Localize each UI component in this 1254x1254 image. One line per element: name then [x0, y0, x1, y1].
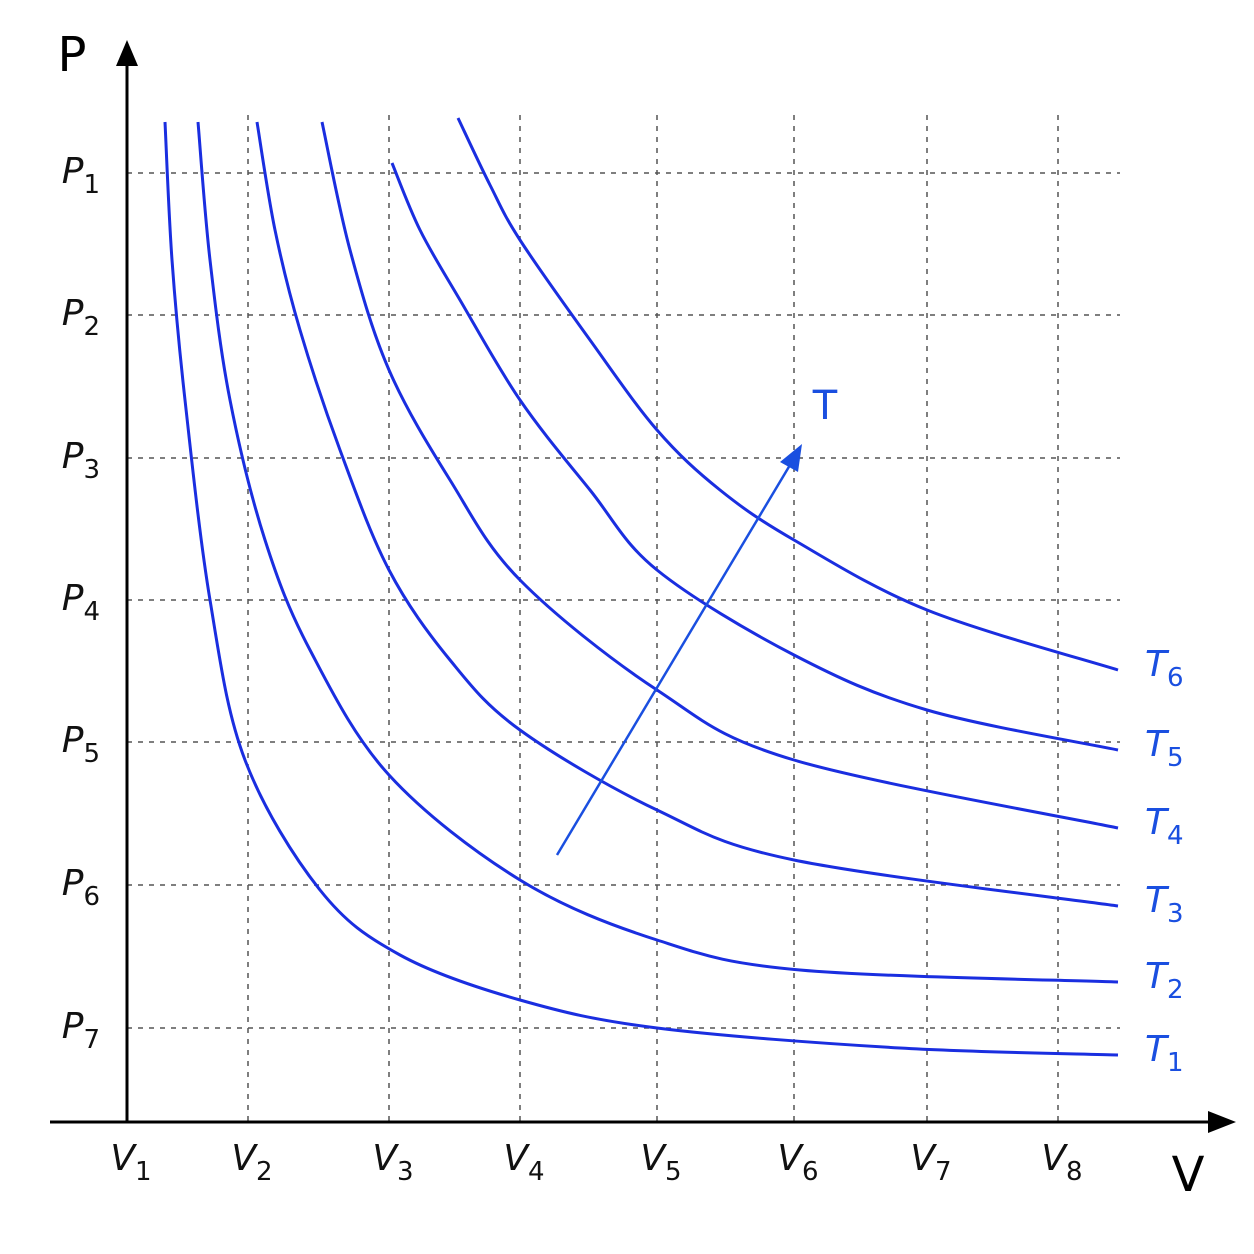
label-base: V	[640, 1138, 667, 1179]
label: V1	[110, 1138, 151, 1187]
label: V7	[910, 1138, 951, 1187]
label-base: P	[62, 436, 84, 477]
label-base: P	[62, 720, 84, 761]
x-axis-arrow	[1208, 1111, 1236, 1133]
label: P3	[62, 436, 100, 485]
label-subscript: 7	[83, 1025, 100, 1055]
label: T3	[1145, 880, 1184, 929]
label: V8	[1041, 1138, 1082, 1187]
label: T5	[1145, 724, 1184, 773]
label: P4	[62, 578, 100, 627]
label: T6	[1145, 644, 1184, 693]
label-subscript: 3	[397, 1157, 414, 1187]
label-base: P	[62, 151, 84, 192]
label: V5	[640, 1138, 681, 1187]
label-subscript: 2	[1167, 975, 1184, 1005]
temperature-arrowhead	[780, 444, 802, 472]
label-base: V	[1041, 1138, 1068, 1179]
label-base: V	[372, 1138, 399, 1179]
label: T1	[1145, 1029, 1184, 1078]
label: P5	[62, 720, 100, 769]
arrow-label: T	[812, 383, 838, 429]
label-subscript: 3	[83, 455, 100, 485]
label: P1	[62, 151, 100, 200]
label: T4	[1145, 802, 1184, 851]
label-base: P	[62, 293, 84, 334]
label-subscript: 6	[802, 1157, 819, 1187]
label-subscript: 5	[83, 739, 100, 769]
label-subscript: 6	[1167, 663, 1184, 693]
label-subscript: 4	[528, 1157, 545, 1187]
label-subscript: 5	[1167, 743, 1184, 773]
label: V2	[231, 1138, 272, 1187]
label: P6	[62, 863, 100, 912]
isotherms	[163, 117, 1119, 1057]
label: P7	[62, 1006, 100, 1055]
label-base: P	[62, 578, 84, 619]
label-base: T	[1145, 1029, 1170, 1070]
label-base: T	[1145, 880, 1170, 921]
label-base: V	[503, 1138, 530, 1179]
label-subscript: 1	[1167, 1048, 1184, 1078]
label-subscript: 2	[256, 1157, 273, 1187]
label-subscript: 2	[83, 312, 100, 342]
grid	[127, 115, 1120, 1122]
label-base: V	[231, 1138, 258, 1179]
temperature-arrow	[555, 464, 792, 856]
label-base: P	[62, 863, 84, 904]
isotherm-curve	[255, 121, 1119, 908]
isotherm-curve	[163, 121, 1119, 1057]
y-axis-label: P	[58, 27, 87, 83]
label-subscript: 7	[935, 1157, 952, 1187]
label-subscript: 6	[83, 882, 100, 912]
label-subscript: 5	[665, 1157, 682, 1187]
x-axis-label: V	[1172, 1147, 1205, 1203]
label-subscript: 8	[1066, 1157, 1083, 1187]
label: T2	[1145, 956, 1184, 1005]
isotherm-curve	[456, 117, 1119, 672]
label-subscript: 1	[135, 1157, 152, 1187]
isotherm-curve	[320, 121, 1119, 830]
label-base: V	[777, 1138, 804, 1179]
label-base: T	[1145, 802, 1170, 843]
label-base: V	[110, 1138, 137, 1179]
label: V4	[503, 1138, 544, 1187]
label: V6	[777, 1138, 818, 1187]
label: P2	[62, 293, 100, 342]
label-base: T	[1145, 724, 1170, 765]
label-subscript: 4	[1167, 821, 1184, 851]
label-subscript: 1	[83, 170, 100, 200]
isotherm-curve	[196, 121, 1119, 984]
label-subscript: 4	[83, 597, 100, 627]
label: V3	[372, 1138, 413, 1187]
label-base: P	[62, 1006, 84, 1047]
label-base: T	[1145, 956, 1170, 997]
label-base: V	[910, 1138, 937, 1179]
label-subscript: 3	[1167, 899, 1184, 929]
isotherm-curve	[390, 162, 1119, 752]
y-axis-arrow	[116, 40, 138, 66]
label-base: T	[1145, 644, 1170, 685]
